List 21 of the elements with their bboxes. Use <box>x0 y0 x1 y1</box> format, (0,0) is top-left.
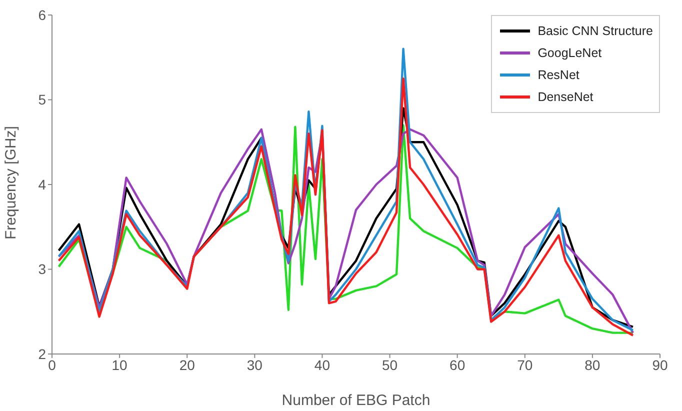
x-tick-label: 90 <box>652 356 668 373</box>
y-tick-label: 6 <box>38 6 46 23</box>
y-axis-title: Frequency [GHz] <box>2 126 20 240</box>
x-tick-label: 70 <box>517 356 533 373</box>
x-tick-label: 60 <box>450 356 466 373</box>
x-tick-label: 0 <box>48 356 56 373</box>
x-tick-label: 40 <box>314 356 330 373</box>
legend-label: Basic CNN Structure <box>538 24 653 38</box>
x-tick-label: 20 <box>179 356 196 373</box>
y-tick-label: 5 <box>38 92 46 108</box>
x-axis-title: Number of EBG Patch <box>282 392 430 409</box>
legend-label: GoogLeNet <box>538 46 602 60</box>
legend-label: ResNet <box>538 68 580 82</box>
x-tick-label: 80 <box>584 356 600 373</box>
y-tick-label: 3 <box>38 261 46 278</box>
x-tick-label: 50 <box>382 356 398 373</box>
y-tick-label: 2 <box>38 346 46 362</box>
legend-label: DenseNet <box>538 90 594 104</box>
x-tick-label: 30 <box>246 356 263 373</box>
y-tick-label: 4 <box>38 176 46 192</box>
x-tick-label: 10 <box>112 356 128 373</box>
